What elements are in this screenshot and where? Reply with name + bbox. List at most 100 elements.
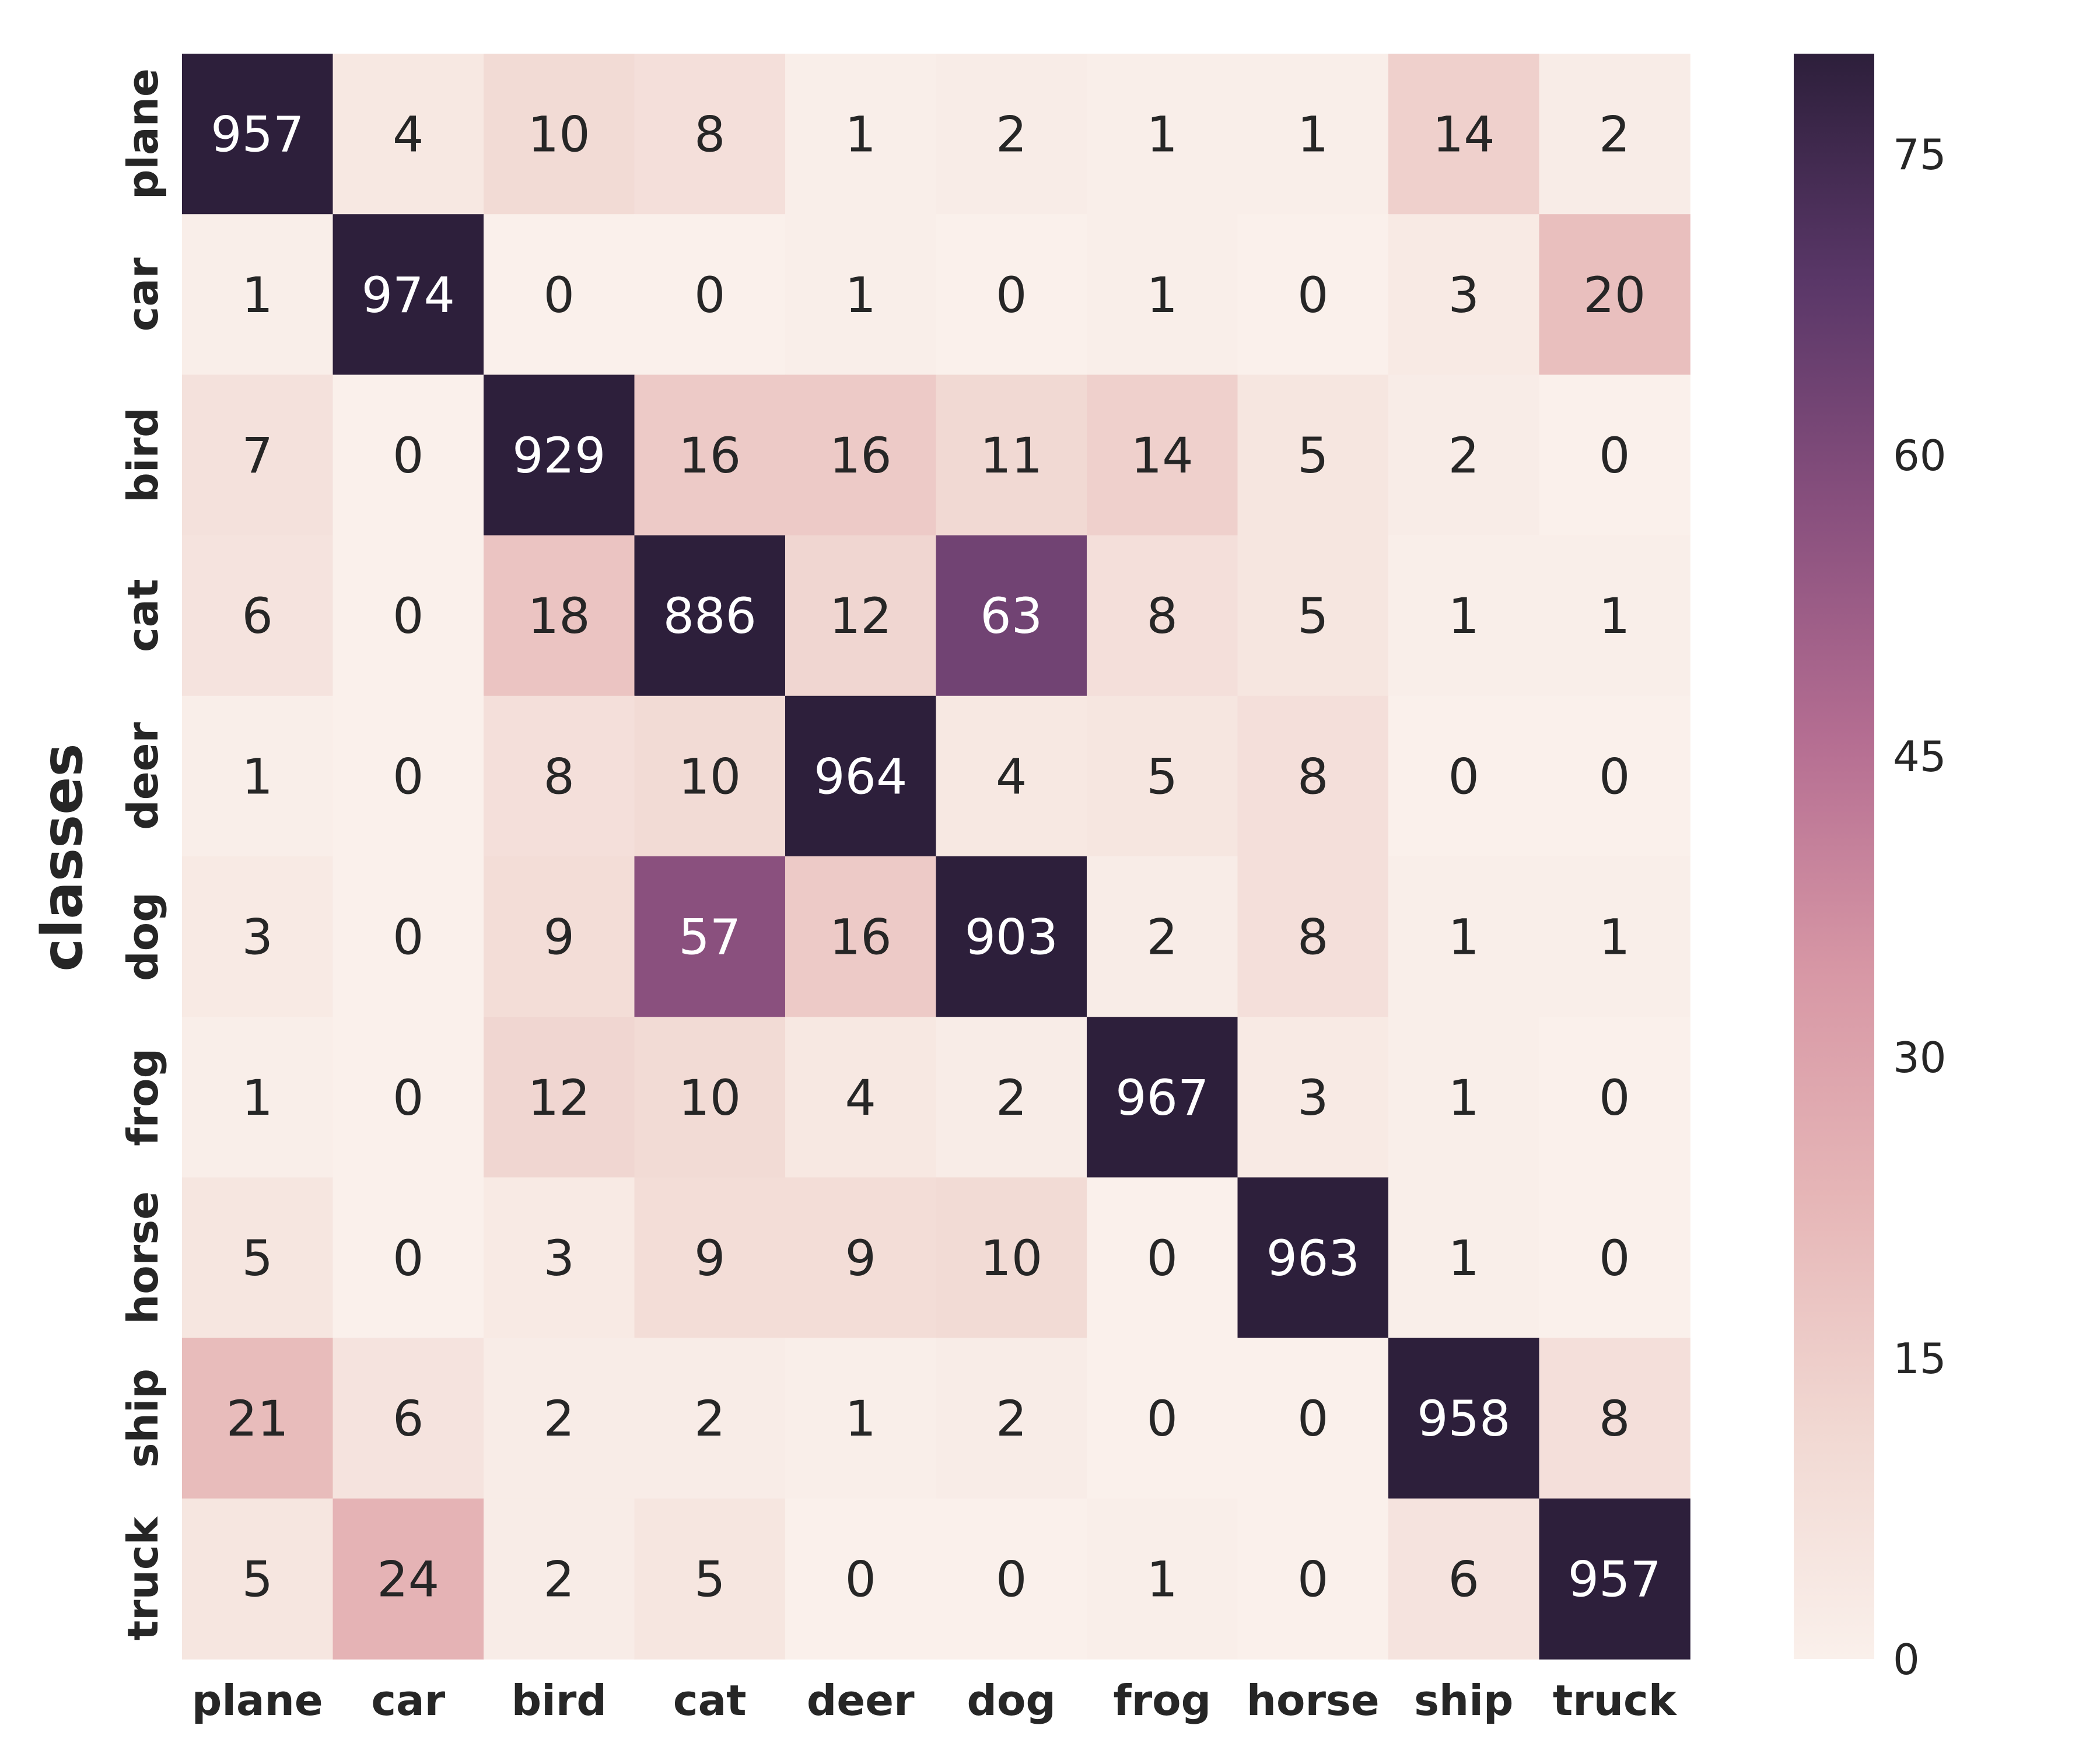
heatmap-cell bbox=[1388, 1338, 1540, 1499]
cell-value-label: 0 bbox=[393, 427, 424, 484]
heatmap-cell bbox=[1237, 214, 1389, 376]
y-axis-label: classes bbox=[30, 743, 95, 971]
y-tick-label: deer bbox=[118, 722, 167, 830]
heatmap-cell bbox=[182, 1498, 334, 1660]
cell-value-label: 957 bbox=[211, 106, 304, 163]
heatmap-cell bbox=[936, 1498, 1087, 1660]
cell-value-label: 20 bbox=[1583, 267, 1646, 324]
cell-value-label: 967 bbox=[1115, 1069, 1209, 1126]
heatmap-cell bbox=[484, 1177, 635, 1339]
x-tick-label: dog bbox=[967, 1676, 1056, 1725]
heatmap-cell bbox=[484, 1498, 635, 1660]
cell-value-label: 0 bbox=[1297, 1390, 1328, 1447]
cell-value-label: 0 bbox=[1297, 267, 1328, 324]
y-tick-label: plane bbox=[118, 68, 167, 200]
cell-value-label: 0 bbox=[1599, 748, 1630, 805]
y-tick-labels: plane car bird cat deer dog frog horse ship truck bbox=[118, 68, 167, 1640]
cell-value-label: 2 bbox=[1599, 106, 1630, 163]
heatmap-cell bbox=[1237, 856, 1389, 1017]
cell-value-label: 8 bbox=[1297, 909, 1328, 966]
cell-value-label: 6 bbox=[1448, 1550, 1479, 1608]
cell-value-label: 3 bbox=[544, 1230, 575, 1287]
heatmap-cell bbox=[1388, 1498, 1540, 1660]
heatmap-cell bbox=[634, 856, 786, 1017]
heatmap-cell bbox=[332, 374, 484, 536]
cell-value-label: 903 bbox=[965, 909, 1058, 966]
y-tick-label: truck bbox=[118, 1516, 167, 1640]
heatmap-cell bbox=[1237, 1498, 1389, 1660]
cell-value-label: 2 bbox=[1147, 909, 1178, 966]
cell-value-label: 8 bbox=[1297, 748, 1328, 805]
heatmap-cell bbox=[634, 54, 786, 215]
heatmap-cell bbox=[182, 695, 334, 857]
heatmap-cell bbox=[332, 214, 484, 376]
cell-value-label: 1 bbox=[1448, 1230, 1479, 1287]
cell-value-label: 21 bbox=[226, 1390, 289, 1447]
cell-value-label: 0 bbox=[393, 587, 424, 645]
cell-value-label: 0 bbox=[393, 748, 424, 805]
heatmap-cell bbox=[1237, 374, 1389, 536]
heatmap-cell bbox=[332, 1338, 484, 1499]
heatmap-cells: 957 4 10 8 1 2 1 1 14 21 974 0 0 1 0 1 0 3 207 0 929 16 16 11 14… bbox=[182, 54, 1690, 1660]
heatmap-cell bbox=[1087, 695, 1238, 857]
heatmap-cell bbox=[1087, 1498, 1238, 1660]
x-tick-label: plane bbox=[192, 1676, 323, 1725]
x-tick-label: truck bbox=[1553, 1676, 1678, 1725]
cell-value-label: 1 bbox=[845, 1390, 876, 1447]
heatmap-cell bbox=[634, 1177, 786, 1339]
heatmap-cell bbox=[1539, 535, 1690, 696]
heatmap-cell bbox=[332, 1177, 484, 1339]
cell-value-label: 1 bbox=[242, 267, 273, 324]
cell-value-label: 1 bbox=[1448, 587, 1479, 645]
heatmap-cell bbox=[1388, 1177, 1540, 1339]
x-tick-labels: plane car bird cat deer dog frog horse ship truck bbox=[192, 1676, 1678, 1725]
cell-value-label: 1 bbox=[1297, 106, 1328, 163]
heatmap-cell bbox=[1087, 535, 1238, 696]
heatmap-cell bbox=[182, 54, 334, 215]
heatmap-cell bbox=[1237, 1338, 1389, 1499]
cell-value-label: 2 bbox=[694, 1390, 725, 1447]
heatmap-cell bbox=[1388, 214, 1540, 376]
heatmap-cell bbox=[936, 1017, 1087, 1178]
cell-value-label: 1 bbox=[845, 106, 876, 163]
heatmap-cell bbox=[332, 535, 484, 696]
heatmap-cell bbox=[1388, 54, 1540, 215]
heatmap-cell bbox=[182, 1177, 334, 1339]
heatmap-cell bbox=[1237, 1177, 1389, 1339]
heatmap-cell bbox=[1388, 374, 1540, 536]
cell-value-label: 4 bbox=[996, 748, 1027, 805]
cell-value-label: 9 bbox=[694, 1230, 725, 1287]
cell-value-label: 7 bbox=[242, 427, 273, 484]
y-tick-label: horse bbox=[118, 1191, 167, 1324]
cell-value-label: 2 bbox=[996, 1390, 1027, 1447]
heatmap-cell bbox=[182, 214, 334, 376]
x-tick-label: deer bbox=[807, 1676, 915, 1725]
cell-value-label: 1 bbox=[1147, 267, 1178, 324]
y-tick-label: car bbox=[118, 257, 167, 331]
cell-value-label: 1 bbox=[1599, 587, 1630, 645]
colorbar-tick-label: 45 bbox=[1893, 732, 1947, 781]
heatmap-cell bbox=[785, 374, 937, 536]
heatmap-cell bbox=[484, 1338, 635, 1499]
x-tick-label: frog bbox=[1113, 1676, 1211, 1725]
cell-value-label: 1 bbox=[242, 748, 273, 805]
cell-value-label: 12 bbox=[830, 587, 892, 645]
cell-value-label: 57 bbox=[678, 909, 741, 966]
cell-value-label: 3 bbox=[1297, 1069, 1328, 1126]
heatmap-cell bbox=[785, 1498, 937, 1660]
colorbar-tick-label: 75 bbox=[1893, 130, 1947, 179]
heatmap-cell bbox=[1237, 695, 1389, 857]
cell-value-label: 0 bbox=[1448, 748, 1479, 805]
cell-value-label: 0 bbox=[1297, 1550, 1328, 1608]
heatmap-cell bbox=[1539, 695, 1690, 857]
cell-value-label: 8 bbox=[1599, 1390, 1630, 1447]
cell-value-label: 0 bbox=[996, 267, 1027, 324]
cell-value-label: 957 bbox=[1568, 1550, 1661, 1608]
heatmap-cell bbox=[936, 1177, 1087, 1339]
cell-value-label: 5 bbox=[1297, 427, 1328, 484]
cell-value-label: 10 bbox=[528, 106, 590, 163]
heatmap-cell bbox=[182, 535, 334, 696]
heatmap-cell bbox=[785, 54, 937, 215]
heatmap-cell bbox=[1539, 214, 1690, 376]
heatmap-cell bbox=[1237, 1017, 1389, 1178]
